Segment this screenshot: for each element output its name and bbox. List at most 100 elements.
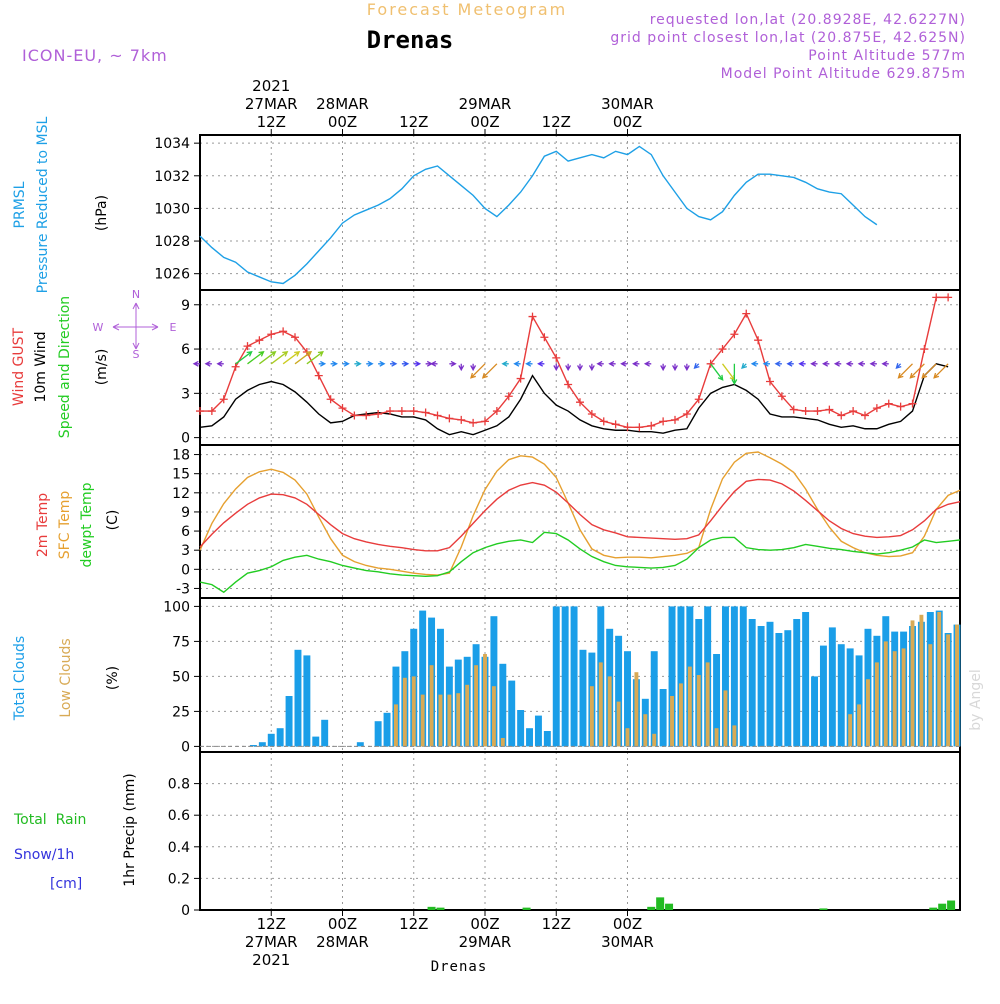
wind-unit: (m/s): [94, 349, 110, 386]
clouds-unit: (%): [105, 666, 121, 690]
total-cloud-bar: [766, 621, 774, 747]
wind-direction-arrow: [204, 360, 212, 367]
gust-marker: [528, 312, 537, 321]
total-cloud-bar: [730, 606, 738, 747]
gust-marker: [920, 345, 929, 354]
y-tick-label: 1028: [154, 234, 190, 250]
total-clouds-label: Total Clouds: [12, 636, 28, 721]
x-date-label-bottom: 27MAR: [245, 933, 298, 951]
wind-direction-arrow: [318, 360, 327, 367]
compass-icon: N S W E: [93, 288, 177, 361]
low-cloud-bar: [607, 676, 612, 747]
t2m-label: 2m Temp: [35, 493, 51, 557]
low-cloud-bar: [732, 725, 737, 747]
total-cloud-bar: [721, 606, 729, 747]
wind-direction-arrow: [857, 360, 865, 367]
total-cloud-bar: [303, 655, 311, 747]
wind-direction-arrow: [282, 350, 301, 365]
wind-direction-arrow: [470, 363, 486, 379]
gust-marker: [433, 411, 442, 420]
wind-direction-arrow: [833, 360, 842, 367]
gust-marker: [813, 407, 822, 416]
y-tick-label: 9: [181, 298, 190, 314]
y-tick-label: 100: [163, 599, 190, 615]
low-cloud-bar: [402, 677, 407, 747]
total-cloud-bar: [819, 645, 827, 747]
gust-marker: [611, 420, 620, 429]
total-cloud-bar: [294, 649, 302, 747]
x-date-label-top: 28MAR: [316, 95, 369, 113]
wind-direction-arrow: [660, 363, 667, 372]
rain-bar: [647, 906, 656, 910]
total-cloud-bar: [579, 649, 587, 747]
snow-label: Snow/1h: [14, 847, 74, 863]
low-cloud-bar: [955, 624, 959, 747]
low-cloud-bar: [456, 693, 461, 747]
x-tick-label-bottom: 00Z: [328, 915, 357, 933]
gust-marker: [386, 407, 394, 416]
wind-direction-arrow: [897, 363, 913, 379]
wind-direction-arrow: [247, 350, 265, 365]
wind-label: 10m Wind: [33, 331, 49, 402]
wind-direction-arrow: [774, 360, 782, 367]
low-cloud-bar: [411, 676, 416, 747]
total-cloud-bar: [659, 689, 667, 747]
y-tick-label: 0: [181, 431, 190, 447]
panel-frame-precip: [199, 751, 961, 911]
y-tick-label: 1030: [154, 201, 190, 217]
gust-marker: [944, 293, 953, 302]
low-cloud-bar: [714, 728, 719, 747]
wind-direction-arrow: [401, 360, 410, 367]
gust-marker: [694, 395, 703, 404]
low-cloud-bar: [919, 614, 924, 747]
wind-direction-arrow: [620, 360, 628, 367]
low-cloud-bar: [483, 654, 487, 747]
wind-direction-arrow: [672, 363, 678, 372]
total-cloud-bar: [846, 648, 854, 747]
total-cloud-bar: [615, 635, 623, 747]
rain-bar: [656, 897, 665, 910]
y-tick-label: 3: [181, 386, 190, 402]
low-cloud-bar: [892, 651, 897, 747]
low-cloud-bar: [937, 612, 942, 747]
wind-direction-arrow: [513, 360, 521, 367]
rain-bar: [665, 903, 674, 910]
total-cloud-bar: [552, 606, 560, 747]
y-tick-label: 0.8: [168, 777, 190, 793]
gust-marker: [861, 411, 869, 420]
x-date-label-top: 29MAR: [459, 95, 512, 113]
gust-marker: [908, 399, 917, 408]
total-cloud-bar: [677, 606, 685, 747]
y-tick-label: 0: [181, 903, 190, 919]
wind-direction-arrow: [390, 360, 398, 367]
low-cloud-bar: [589, 686, 594, 747]
x-year-label-bottom: 2021: [252, 951, 290, 969]
dew-label: dewpt Temp: [79, 482, 95, 567]
wind-direction-arrow: [869, 360, 877, 367]
wind-direction-arrow: [458, 363, 465, 372]
low-cloud-bar: [598, 662, 603, 747]
wind-direction-arrow: [216, 360, 224, 367]
rain-bar: [819, 908, 828, 910]
total-cloud-bar: [837, 644, 845, 747]
wind-direction-arrow: [933, 363, 949, 379]
gust-marker: [825, 405, 834, 414]
gust-marker: [207, 407, 216, 416]
panel-pressure: 1026 1028 1030 1032 1034: [154, 134, 961, 291]
y-tick-label: 0.6: [168, 808, 190, 824]
wind-direction-arrow: [525, 360, 533, 367]
dewpoint-line: [199, 531, 961, 594]
wind-direction-arrow: [270, 350, 289, 365]
low-cloud-bar: [652, 733, 657, 747]
total-cloud-bar: [570, 606, 578, 747]
wind-direction-arrow: [449, 360, 457, 367]
low-cloud-bar: [625, 728, 630, 747]
wind-direction-arrow: [721, 363, 736, 381]
total-cloud-bar: [499, 663, 507, 747]
gust-marker: [801, 407, 810, 416]
gust-marker: [849, 407, 858, 416]
info-line-1: requested lon,lat (20.8928E, 42.6227N): [650, 12, 966, 28]
gust-marker: [397, 407, 406, 416]
wind-direction-arrow: [553, 363, 560, 372]
wind-direction-arrow: [608, 360, 616, 367]
